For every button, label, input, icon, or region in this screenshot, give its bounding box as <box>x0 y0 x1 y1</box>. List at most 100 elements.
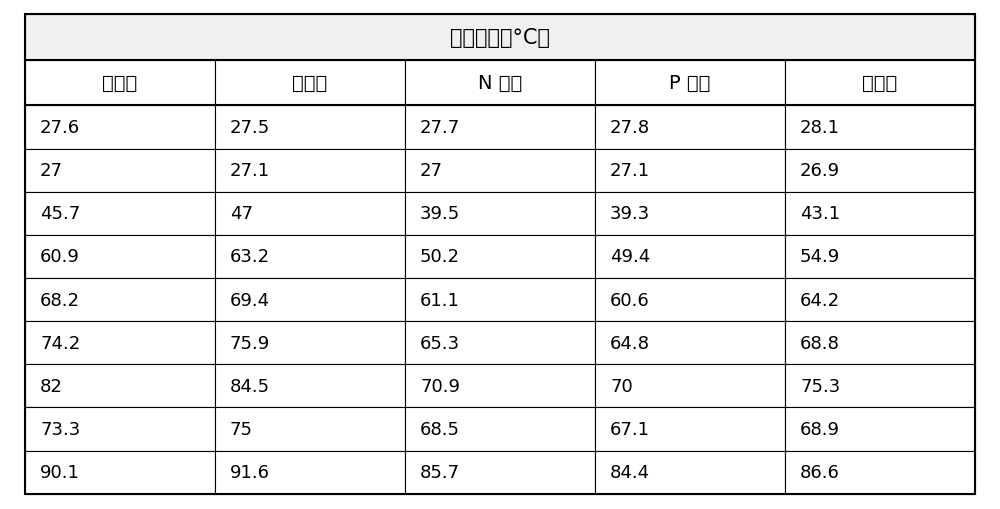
Bar <box>595 149 785 192</box>
Bar <box>595 450 785 494</box>
Bar <box>405 235 595 278</box>
Bar <box>405 450 595 494</box>
Text: 64.8: 64.8 <box>610 334 650 352</box>
Text: 68.5: 68.5 <box>420 420 460 438</box>
Bar <box>405 106 595 149</box>
Bar <box>215 149 405 192</box>
Text: 84.4: 84.4 <box>610 463 650 481</box>
Text: 28.1: 28.1 <box>800 119 840 137</box>
Bar <box>215 235 405 278</box>
Bar <box>405 278 595 322</box>
Bar <box>785 149 975 192</box>
Text: 85.7: 85.7 <box>420 463 460 481</box>
Text: 芯子侧: 芯子侧 <box>292 74 328 93</box>
Bar <box>215 192 405 235</box>
Text: 75: 75 <box>230 420 253 438</box>
Bar <box>595 278 785 322</box>
Text: 65.3: 65.3 <box>420 334 460 352</box>
Bar <box>785 408 975 450</box>
Text: 60.9: 60.9 <box>40 248 80 266</box>
Bar <box>785 235 975 278</box>
Bar <box>25 106 215 149</box>
Bar <box>595 364 785 408</box>
Text: 49.4: 49.4 <box>610 248 650 266</box>
Text: 60.6: 60.6 <box>610 291 650 309</box>
Text: 26.9: 26.9 <box>800 162 840 180</box>
Text: 70.9: 70.9 <box>420 377 460 395</box>
Bar <box>25 278 215 322</box>
Text: 75.9: 75.9 <box>230 334 270 352</box>
Bar <box>215 61 405 106</box>
Bar <box>25 364 215 408</box>
Bar <box>785 364 975 408</box>
Bar <box>25 192 215 235</box>
Bar <box>595 235 785 278</box>
Bar <box>25 149 215 192</box>
Bar <box>595 106 785 149</box>
Text: 64.2: 64.2 <box>800 291 840 309</box>
Bar <box>215 450 405 494</box>
Text: 27.8: 27.8 <box>610 119 650 137</box>
Text: 68.2: 68.2 <box>40 291 80 309</box>
Text: 61.1: 61.1 <box>420 291 460 309</box>
Text: N 锂排: N 锂排 <box>478 74 522 93</box>
Text: 端子中: 端子中 <box>862 74 898 93</box>
Text: 27: 27 <box>40 162 63 180</box>
Text: 68.8: 68.8 <box>800 334 840 352</box>
Text: 39.3: 39.3 <box>610 205 650 223</box>
Text: 90.1: 90.1 <box>40 463 80 481</box>
Bar <box>785 450 975 494</box>
Bar <box>405 408 595 450</box>
Text: 69.4: 69.4 <box>230 291 270 309</box>
Text: 43.1: 43.1 <box>800 205 840 223</box>
Bar <box>595 192 785 235</box>
Text: 47: 47 <box>230 205 253 223</box>
Bar <box>785 192 975 235</box>
Text: 86.6: 86.6 <box>800 463 840 481</box>
Bar <box>25 450 215 494</box>
Bar <box>595 61 785 106</box>
Text: 39.5: 39.5 <box>420 205 460 223</box>
Text: 63.2: 63.2 <box>230 248 270 266</box>
Bar <box>785 61 975 106</box>
Bar <box>215 106 405 149</box>
Bar <box>405 192 595 235</box>
Bar <box>25 15 975 61</box>
Bar <box>595 322 785 364</box>
Text: 芯子中: 芯子中 <box>102 74 138 93</box>
Bar <box>785 106 975 149</box>
Bar <box>25 61 215 106</box>
Bar <box>785 278 975 322</box>
Text: 27.6: 27.6 <box>40 119 80 137</box>
Text: 电容芯子（°C）: 电容芯子（°C） <box>450 28 550 48</box>
Bar <box>785 322 975 364</box>
Text: 27.5: 27.5 <box>230 119 270 137</box>
Text: 68.9: 68.9 <box>800 420 840 438</box>
Text: 84.5: 84.5 <box>230 377 270 395</box>
Text: 27: 27 <box>420 162 443 180</box>
Bar <box>25 408 215 450</box>
Bar <box>405 322 595 364</box>
Text: 82: 82 <box>40 377 63 395</box>
Bar <box>405 61 595 106</box>
Bar <box>405 149 595 192</box>
Text: P 锂排: P 锂排 <box>669 74 711 93</box>
Text: 74.2: 74.2 <box>40 334 80 352</box>
Text: 75.3: 75.3 <box>800 377 840 395</box>
Bar <box>25 322 215 364</box>
Text: 91.6: 91.6 <box>230 463 270 481</box>
Text: 73.3: 73.3 <box>40 420 80 438</box>
Text: 27.1: 27.1 <box>230 162 270 180</box>
Bar <box>25 235 215 278</box>
Text: 50.2: 50.2 <box>420 248 460 266</box>
Text: 27.7: 27.7 <box>420 119 460 137</box>
Text: 54.9: 54.9 <box>800 248 840 266</box>
Text: 67.1: 67.1 <box>610 420 650 438</box>
Bar <box>215 364 405 408</box>
Bar <box>215 278 405 322</box>
Bar <box>595 408 785 450</box>
Text: 45.7: 45.7 <box>40 205 80 223</box>
Bar <box>405 364 595 408</box>
Bar <box>215 322 405 364</box>
Bar <box>215 408 405 450</box>
